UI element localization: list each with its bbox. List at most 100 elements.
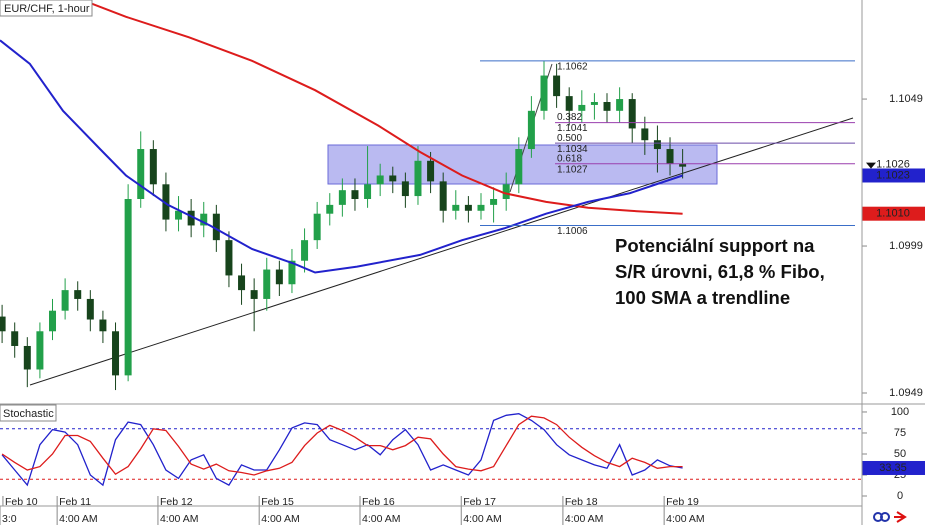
- candle-body: [464, 204, 472, 211]
- candle-body: [338, 190, 346, 205]
- price-badge-label: 1.1023: [876, 169, 910, 181]
- candle-body: [452, 204, 460, 211]
- candle-body: [162, 184, 170, 220]
- x-time-label: 4:00 AM: [362, 513, 401, 525]
- stochastic-title: Stochastic: [3, 408, 54, 420]
- fib-price-label: 1.1027: [557, 164, 588, 175]
- stochastic-badge-label: 33.35: [879, 462, 907, 474]
- candle-body: [11, 331, 19, 346]
- x-tick-label: Feb 19: [666, 496, 699, 508]
- x-time-label: 4:00 AM: [261, 513, 300, 525]
- support-zone: [327, 144, 718, 185]
- x-tick-label: Feb 16: [362, 496, 395, 508]
- chart-title: EUR/CHF, 1-hour: [4, 3, 90, 15]
- y-tick-label: 50: [894, 448, 906, 460]
- fib-price-label: 1.1034: [557, 144, 588, 155]
- price-badge: [862, 206, 925, 221]
- fib-ratio-label: 0.618: [557, 153, 582, 164]
- y-tick-label: 1.1049: [889, 93, 923, 105]
- candle-body: [313, 213, 321, 241]
- candle-body: [301, 240, 309, 261]
- fib-price-label: 1.1006: [557, 226, 588, 237]
- stochastic-panel: [0, 413, 862, 487]
- export-icon[interactable]: [894, 511, 907, 523]
- fib-ratio-label: 0.382: [557, 112, 582, 123]
- candle-body: [553, 75, 561, 97]
- candle-body: [603, 101, 611, 111]
- x-tick-label: Feb 17: [463, 496, 496, 508]
- candle-body: [414, 160, 422, 197]
- x-tick-label: Feb 12: [160, 496, 193, 508]
- candle-body: [124, 199, 132, 376]
- current-price-label: 1.1026: [876, 159, 910, 171]
- annotation: 100 SMA a trendline: [615, 287, 790, 308]
- candle-body: [200, 213, 208, 226]
- candle-body: [578, 104, 586, 111]
- candle-body: [427, 160, 435, 182]
- candle-body: [112, 331, 120, 376]
- x-time-label: 4:00 AM: [666, 513, 705, 525]
- candle-body: [225, 240, 233, 276]
- title-box: [0, 404, 57, 422]
- candle-body: [86, 298, 94, 320]
- candle-body: [502, 184, 510, 200]
- candle-body: [99, 319, 107, 332]
- candle-body: [364, 184, 372, 200]
- stochastic-line: [1, 413, 683, 487]
- candle-body: [628, 99, 636, 129]
- candle-body: [515, 149, 523, 185]
- candle-body: [477, 204, 485, 211]
- candle-body: [36, 331, 44, 370]
- candle-body: [263, 269, 271, 299]
- x-time-label: 4:00 AM: [565, 513, 604, 525]
- candle-body: [238, 275, 246, 291]
- x-time-label: 4:00 AM: [160, 513, 199, 525]
- y-tick-label: 100: [891, 406, 909, 418]
- candle-body: [616, 99, 624, 111]
- candle-body: [326, 204, 334, 214]
- x-tick-label: Feb 10: [5, 496, 38, 508]
- candle-body: [439, 181, 447, 211]
- candle-body: [288, 260, 296, 285]
- x-time-label: 4:00 AM: [59, 513, 98, 525]
- candle-body: [666, 149, 674, 164]
- x-time-label: 3:0: [2, 513, 17, 525]
- candle-body: [61, 290, 69, 311]
- candle-body: [540, 75, 548, 111]
- candle-body: [490, 199, 498, 205]
- title-box: [0, 0, 93, 17]
- share-icon[interactable]: [873, 512, 890, 522]
- stochastic-badge: [862, 460, 925, 475]
- candle-body: [275, 269, 283, 285]
- candle-body: [137, 149, 145, 200]
- candle-body: [149, 149, 157, 185]
- candle-body: [175, 210, 183, 220]
- current-price-marker: [866, 162, 876, 169]
- x-time-label: 4:00 AM: [463, 513, 502, 525]
- candle-body: [679, 163, 687, 167]
- candle-body: [351, 190, 359, 200]
- candle-body: [23, 345, 31, 370]
- candle-body: [389, 175, 397, 182]
- candle-body: [401, 181, 409, 197]
- moving-average: [79, 0, 683, 215]
- stochastic-line: [1, 415, 683, 476]
- price-badge-label: 1.1010: [876, 208, 910, 220]
- candle-body: [212, 213, 220, 241]
- y-tick-label: 1.0999: [889, 240, 923, 252]
- x-tick-label: Feb 15: [261, 496, 294, 508]
- candle-body: [250, 290, 258, 299]
- y-tick-label: 0: [897, 490, 903, 502]
- candle-body: [527, 110, 535, 150]
- candle-body: [653, 140, 661, 150]
- moving-average: [0, 39, 683, 274]
- fib-ratio-label: 0.500: [557, 133, 582, 144]
- y-tick-label: 75: [894, 427, 906, 439]
- candle-body: [641, 128, 649, 141]
- fib-price-label: 1.1041: [557, 123, 588, 134]
- candle-body: [590, 101, 598, 105]
- candle-body: [187, 210, 195, 226]
- candle-body: [0, 316, 6, 332]
